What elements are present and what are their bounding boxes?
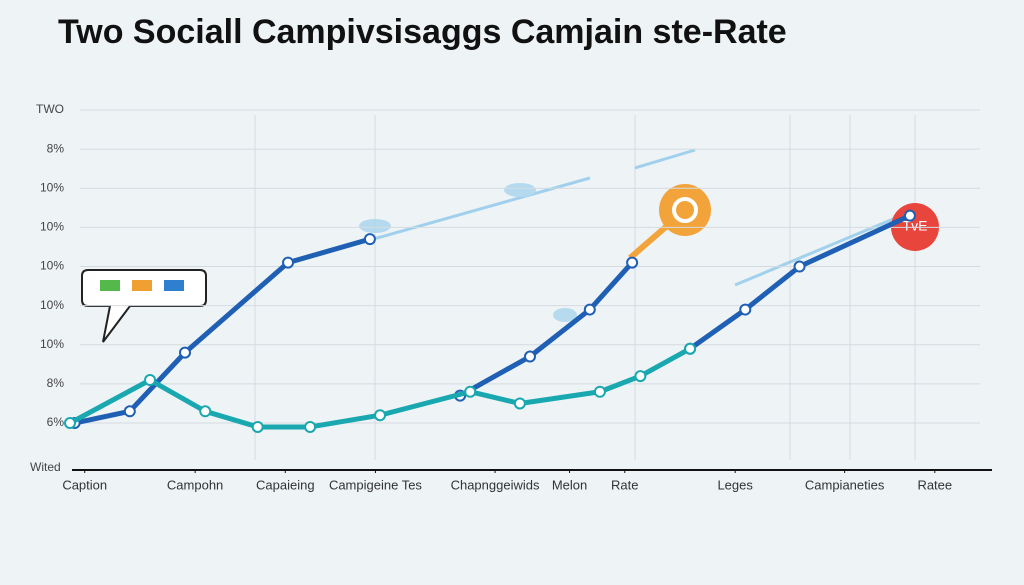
point [903, 209, 916, 222]
y-tick-label: 10% [40, 298, 64, 312]
series-line [72, 213, 913, 426]
point [524, 350, 536, 363]
y-tick-label: 6% [47, 415, 65, 429]
orange-badge [628, 184, 711, 261]
point [363, 233, 376, 246]
x-tick-label: Campianeties [805, 477, 885, 492]
point [144, 374, 157, 386]
x-tick-label: Rate [611, 477, 638, 492]
point [123, 405, 136, 418]
point [583, 303, 596, 316]
point [464, 385, 477, 398]
point [793, 260, 806, 273]
decor [254, 115, 916, 460]
x-tick-label: Chapnggeiwids [451, 477, 540, 492]
y-tick-label: 10% [40, 220, 64, 234]
point [251, 420, 264, 433]
point [684, 342, 697, 355]
x-tick-label: Campohn [167, 477, 223, 492]
light-streaks [359, 148, 911, 322]
point [739, 303, 752, 316]
x-tick-label: Campigeine Tes [329, 477, 422, 492]
point [304, 420, 317, 433]
x-tick-label: Capaieing [256, 477, 315, 492]
point [179, 346, 191, 359]
y-tick-label: 10% [40, 180, 64, 194]
chart-title: Two Sociall Campivsisaggs Camjain ste-Ra… [58, 13, 787, 51]
point [513, 397, 526, 410]
point [199, 405, 212, 418]
x-tick-label: Melon [552, 477, 587, 492]
point [64, 417, 76, 430]
annotation: TvE [903, 218, 928, 234]
point [634, 370, 647, 383]
y-tick-label: 10% [40, 259, 64, 273]
point [374, 409, 387, 422]
x-tick-label: Leges [717, 477, 753, 492]
x-axis-label: Wited [30, 460, 61, 474]
y-tick-label: 8% [47, 141, 65, 155]
x-tick-label: Ratee [917, 477, 952, 492]
y-tick-label: 10% [40, 337, 64, 351]
point [282, 256, 295, 269]
y-tick-label: 8% [47, 376, 65, 390]
point [626, 256, 639, 269]
x-tick-label: Caption [62, 477, 107, 492]
y-tick-label: TWO [36, 102, 64, 116]
point [593, 385, 606, 398]
